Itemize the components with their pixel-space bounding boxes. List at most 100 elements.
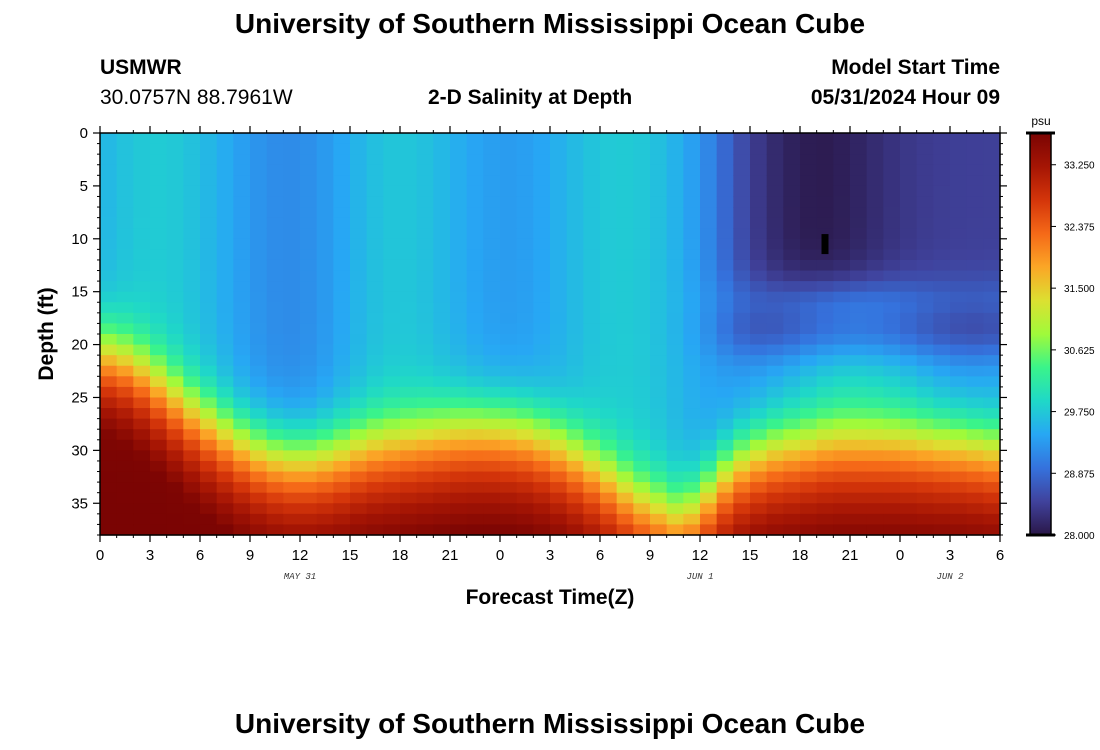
heatmap-cell xyxy=(850,238,868,250)
heatmap-cell xyxy=(900,196,918,208)
heatmap-cell xyxy=(316,482,334,494)
heatmap-cell xyxy=(316,334,334,346)
heatmap-cell xyxy=(233,185,251,198)
heatmap-cell xyxy=(783,397,801,409)
heatmap-cell xyxy=(683,291,701,303)
heatmap-cell xyxy=(916,270,934,282)
heatmap-cell xyxy=(416,133,434,145)
heatmap-cell xyxy=(283,249,301,261)
heatmap-cell xyxy=(866,175,884,187)
heatmap-cell xyxy=(833,439,851,451)
heatmap-cell xyxy=(683,281,701,293)
heatmap-cell xyxy=(150,238,168,250)
heatmap-cell xyxy=(883,302,901,314)
heatmap-cell xyxy=(400,482,418,494)
heatmap-cell xyxy=(183,196,201,208)
heatmap-cell xyxy=(583,524,601,536)
heatmap-cell xyxy=(483,460,501,473)
heatmap-cell xyxy=(400,365,418,377)
heatmap-cell xyxy=(300,334,318,346)
heatmap-cell xyxy=(100,217,118,229)
heatmap-cell xyxy=(416,312,434,325)
heatmap-cell xyxy=(266,450,284,462)
heatmap-cell xyxy=(533,302,551,314)
heatmap-cell xyxy=(883,429,901,441)
heatmap-cell xyxy=(500,143,518,155)
heatmap-cell xyxy=(616,503,634,515)
heatmap-cell xyxy=(900,291,918,303)
heatmap-cell xyxy=(650,175,668,187)
heatmap-cell xyxy=(800,259,818,272)
heatmap-cell xyxy=(566,365,584,377)
heatmap-cell xyxy=(600,482,618,494)
heatmap-cell xyxy=(466,355,484,367)
heatmap-cell xyxy=(366,154,384,166)
heatmap-cell xyxy=(466,164,484,176)
heatmap-cell xyxy=(216,492,234,504)
heatmap-cell xyxy=(383,429,401,441)
heatmap-cell xyxy=(833,175,851,187)
heatmap-cell xyxy=(333,365,351,377)
heatmap-cell xyxy=(400,207,418,219)
heatmap-cell xyxy=(400,302,418,314)
heatmap-cell xyxy=(183,334,201,346)
heatmap-cell xyxy=(100,460,118,473)
heatmap-cell xyxy=(416,196,434,208)
heatmap-cell xyxy=(283,482,301,494)
heatmap-cell xyxy=(766,281,784,293)
heatmap-cell xyxy=(966,450,984,462)
heatmap-cell xyxy=(683,154,701,166)
heatmap-cell xyxy=(633,365,651,377)
heatmap-cell xyxy=(733,503,751,515)
heatmap-cell xyxy=(750,418,768,430)
heatmap-cell xyxy=(666,344,684,356)
heatmap-cell xyxy=(566,281,584,293)
heatmap-cell xyxy=(983,259,1001,272)
heatmap-cell xyxy=(483,524,501,536)
heatmap-cell xyxy=(766,471,784,483)
heatmap-cell xyxy=(866,482,884,494)
heatmap-cell xyxy=(750,154,768,166)
heatmap-cell xyxy=(133,429,151,441)
heatmap-cell xyxy=(566,334,584,346)
heatmap-cell xyxy=(450,408,468,420)
heatmap-cells xyxy=(100,133,1001,536)
heatmap-cell xyxy=(250,503,268,515)
heatmap-cell xyxy=(366,334,384,346)
heatmap-cell xyxy=(233,312,251,325)
heatmap-cell xyxy=(383,185,401,198)
heatmap-cell xyxy=(233,175,251,187)
heatmap-cell xyxy=(533,471,551,483)
heatmap-cell xyxy=(100,133,118,145)
heatmap-cell xyxy=(316,503,334,515)
heatmap-cell xyxy=(783,259,801,272)
heatmap-cell xyxy=(200,482,218,494)
heatmap-cell xyxy=(483,143,501,155)
heatmap-cell xyxy=(366,143,384,155)
heatmap-cell xyxy=(950,376,968,388)
heatmap-cell xyxy=(833,312,851,325)
heatmap-cell xyxy=(850,312,868,325)
heatmap-cell xyxy=(350,196,368,208)
heatmap-cell xyxy=(350,281,368,293)
heatmap-cell xyxy=(766,503,784,515)
heatmap-cell xyxy=(266,133,284,145)
heatmap-cell xyxy=(650,291,668,303)
heatmap-cell xyxy=(216,334,234,346)
heatmap-cell xyxy=(200,450,218,462)
heatmap-cell xyxy=(116,217,134,229)
heatmap-cell xyxy=(933,196,951,208)
heatmap-cell xyxy=(416,397,434,409)
heatmap-cell xyxy=(983,164,1001,176)
heatmap-cell xyxy=(250,408,268,420)
heatmap-cell xyxy=(433,143,451,155)
heatmap-cell xyxy=(466,482,484,494)
heatmap-cell xyxy=(683,270,701,282)
heatmap-cell xyxy=(100,228,118,240)
heatmap-cell xyxy=(216,175,234,187)
heatmap-cell xyxy=(250,196,268,208)
heatmap-cell xyxy=(883,207,901,219)
heatmap-cell xyxy=(883,175,901,187)
heatmap-cell xyxy=(400,471,418,483)
heatmap-cell xyxy=(433,513,451,526)
